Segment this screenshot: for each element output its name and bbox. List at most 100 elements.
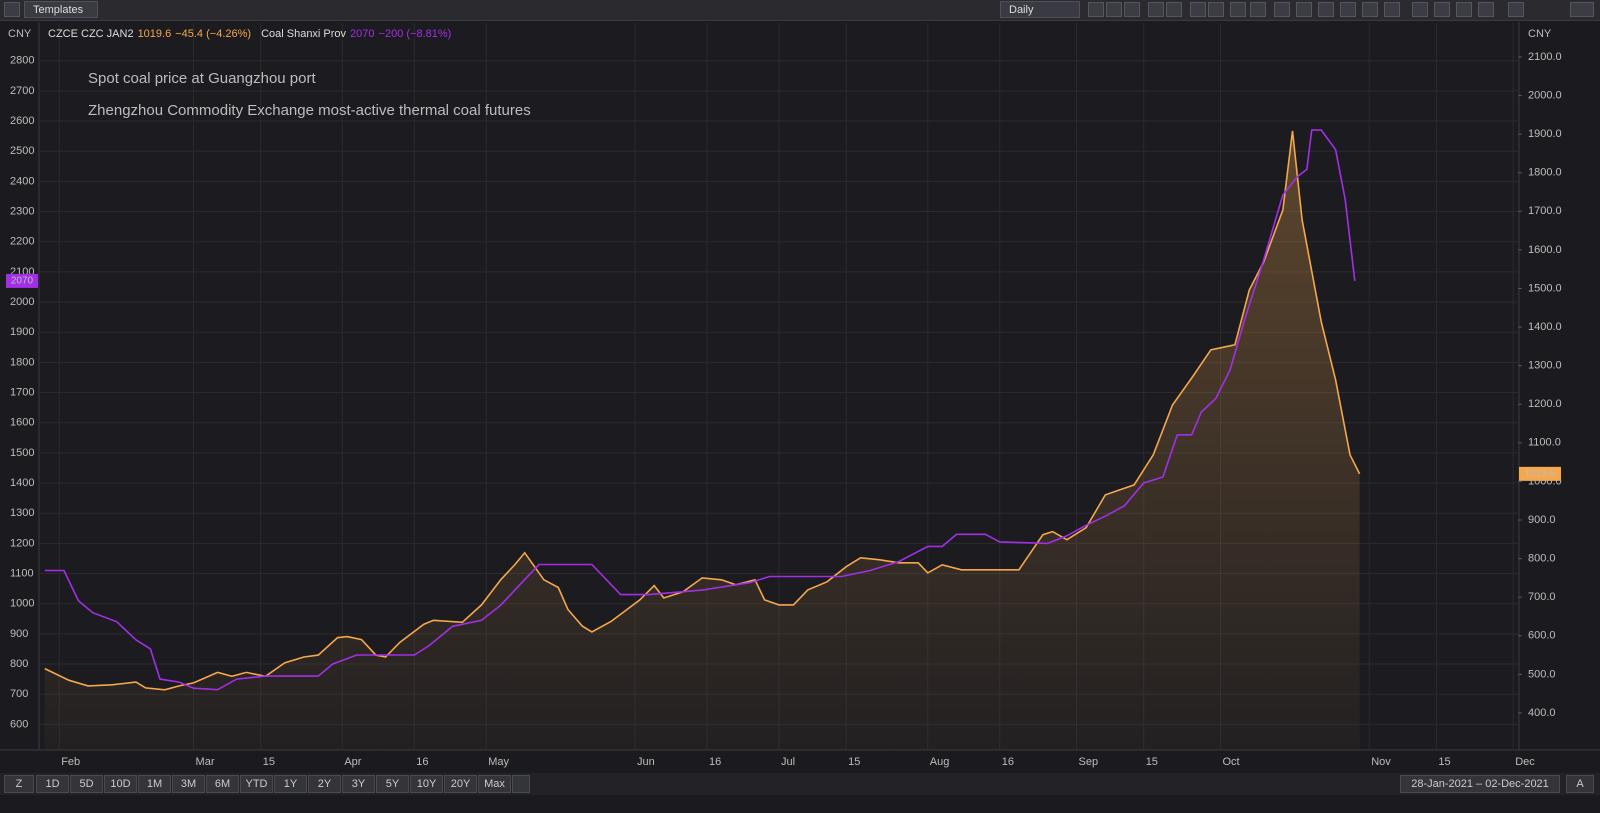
- cloud-icon[interactable]: [1570, 2, 1594, 17]
- tool-icon[interactable]: [1250, 2, 1266, 17]
- range-button[interactable]: 20Y: [444, 775, 477, 793]
- tool-icon[interactable]: [1274, 2, 1290, 17]
- x-tick-label: 15: [263, 756, 275, 768]
- y2-tick-label: 900.0: [1528, 514, 1556, 526]
- y2-tick-label: 1900.0: [1528, 128, 1562, 140]
- y2-tick-label: 800.0: [1528, 553, 1556, 565]
- tool-icon[interactable]: [1508, 2, 1524, 17]
- tool-icon[interactable]: [1166, 2, 1182, 17]
- tool-icon[interactable]: [1384, 2, 1400, 17]
- legend-name: CZCE CZC JAN2: [48, 28, 134, 40]
- tool-icon[interactable]: [1190, 2, 1206, 17]
- y-tick-label: 2300: [10, 205, 34, 217]
- auto-button[interactable]: A: [1566, 775, 1594, 793]
- range-button[interactable]: 3Y: [342, 775, 375, 793]
- y-tick-label: 2000: [10, 296, 34, 308]
- toolbar: Templates Daily: [0, 0, 1600, 21]
- range-button[interactable]: Max: [478, 775, 511, 793]
- y2-tick-label: 600.0: [1528, 630, 1556, 642]
- y-tick-label: 600: [10, 718, 28, 730]
- annotation: Spot coal price at Guangzhou port: [88, 70, 316, 87]
- y-tick-label: 2200: [10, 236, 34, 248]
- y-tick-label: 1900: [10, 326, 34, 338]
- legend-last: 1019.6: [137, 28, 172, 40]
- y-tick-label: 1300: [10, 507, 34, 519]
- tool-icon[interactable]: [1340, 2, 1356, 17]
- line: [44, 129, 1356, 691]
- y-tick-label: 800: [10, 658, 28, 670]
- y-tick-label: 1600: [10, 417, 34, 429]
- x-tick-label: 16: [709, 756, 721, 768]
- legend-name: Coal Shanxi Prov: [261, 28, 347, 40]
- tool-icon[interactable]: [1362, 2, 1378, 17]
- range-button[interactable]: 1D: [36, 775, 69, 793]
- settings-button[interactable]: [512, 775, 530, 793]
- chart: CNY CNY 600 700 800 900 1000 1100 1200 1300 1400…: [0, 22, 1600, 768]
- tool-icon[interactable]: [1412, 2, 1428, 17]
- right-currency[interactable]: CNY: [1528, 28, 1552, 40]
- templates-dropdown[interactable]: Templates: [24, 1, 98, 18]
- left-currency[interactable]: CNY: [8, 28, 32, 40]
- tool-icon[interactable]: [1208, 2, 1224, 17]
- y-tick-label: 2700: [10, 85, 34, 97]
- range-button[interactable]: 5Y: [376, 775, 409, 793]
- tool-icon[interactable]: [1456, 2, 1472, 17]
- menu-icon[interactable]: [4, 2, 20, 17]
- tool-icon[interactable]: [1478, 2, 1494, 17]
- date-range[interactable]: 28-Jan-2021 – 02-Dec-2021: [1400, 775, 1560, 793]
- data: [44, 129, 1361, 750]
- y2-tick-label: 1800.0: [1528, 167, 1562, 179]
- y-tick-label: 900: [10, 628, 28, 640]
- x-tick-label: Dec: [1515, 756, 1535, 768]
- range-button[interactable]: 6M: [206, 775, 239, 793]
- range-button[interactable]: 10Y: [410, 775, 443, 793]
- y2-tick-label: 500.0: [1528, 668, 1556, 680]
- range-button[interactable]: 2Y: [308, 775, 341, 793]
- zoom-button[interactable]: Z: [4, 775, 34, 793]
- range-button[interactable]: 5D: [70, 775, 103, 793]
- tool-icon[interactable]: [1148, 2, 1164, 17]
- y-tick-label: 2400: [10, 175, 34, 187]
- y-tick-label: 1000: [10, 598, 34, 610]
- tool-icon[interactable]: [1230, 2, 1246, 17]
- y-tick-label: 1800: [10, 356, 34, 368]
- legend-change: −200 (−8.81%): [378, 28, 452, 40]
- tool-icon[interactable]: [1318, 2, 1334, 17]
- x-tick-label: 15: [1146, 756, 1158, 768]
- annotation: Zhengzhou Commodity Exchange most-active…: [88, 102, 531, 119]
- last-value-label: 1019.6: [1525, 469, 1556, 480]
- y2-tick-label: 700.0: [1528, 591, 1556, 603]
- tool-icon[interactable]: [1434, 2, 1450, 17]
- last-value-badge: [1519, 466, 1561, 481]
- x-tick-label: 15: [848, 756, 860, 768]
- last-value-badge: [6, 273, 38, 288]
- range-button[interactable]: YTD: [240, 775, 273, 793]
- y-tick-label: 1200: [10, 537, 34, 549]
- tool-icon[interactable]: [1296, 2, 1312, 17]
- y-tick-label: 1400: [10, 477, 34, 489]
- y2-tick-label: 1200.0: [1528, 398, 1562, 410]
- x-tick-label: Mar: [196, 756, 215, 768]
- interval-dropdown[interactable]: Daily: [1000, 1, 1080, 18]
- area: [44, 131, 1360, 750]
- tool-icon[interactable]: [1124, 2, 1140, 17]
- last-value-label: 2070: [11, 276, 34, 287]
- line: [44, 130, 1361, 691]
- x-tick-label: 16: [1002, 756, 1014, 768]
- tool-icon[interactable]: [1088, 2, 1104, 17]
- legend-change: −45.4 (−4.26%): [175, 28, 252, 40]
- tool-icon[interactable]: [1106, 2, 1122, 17]
- range-bar: Z 1D 5D 10D 1M 3M 6M YTD 1Y 2Y 3Y 5Y 10Y 20Y Max 28-J…: [0, 773, 1600, 795]
- y-tick-label: 1700: [10, 386, 34, 398]
- range-button[interactable]: 1M: [138, 775, 171, 793]
- y2-tick-label: 1700.0: [1528, 205, 1562, 217]
- x-tick-label: Oct: [1222, 756, 1239, 768]
- y2-tick-label: 400.0: [1528, 707, 1556, 719]
- range-button[interactable]: 3M: [172, 775, 205, 793]
- labels: 600 700 800 900 1000 1100 1200 1300 1400 1500 1600…: [6, 51, 1562, 768]
- legend: CZCE CZC JAN2 1019.6 −45.4 (−4.26%) Coal Sh…: [48, 28, 461, 40]
- range-button[interactable]: 1Y: [274, 775, 307, 793]
- x-tick-label: May: [488, 756, 509, 768]
- y-tick-label: 700: [10, 688, 28, 700]
- range-button[interactable]: 10D: [104, 775, 137, 793]
